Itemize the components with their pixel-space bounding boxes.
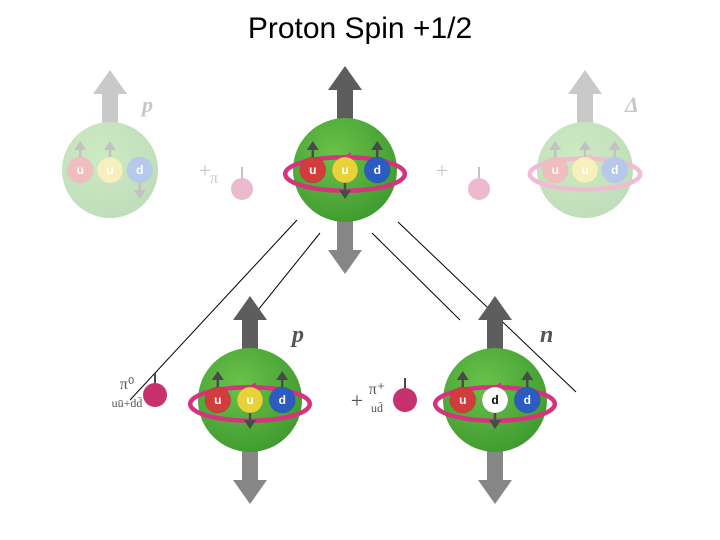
particle-label: Δ (624, 92, 639, 117)
particle-label: n (540, 322, 553, 348)
meson-bottom_pi0: π⁰ uū+dd̄ (112, 373, 167, 410)
particle-label: p (140, 92, 153, 117)
svg-text:d: d (491, 393, 498, 407)
connector-line (250, 233, 320, 320)
meson-sublabel: ud̄ (371, 401, 383, 415)
svg-text:u: u (309, 163, 316, 177)
svg-text:d: d (374, 163, 381, 177)
plus-sign: + (199, 158, 211, 183)
particle-top_right: u u d Δ (530, 70, 640, 218)
particle-bottom_right: u d d n (435, 296, 555, 504)
meson-label: π⁺ (369, 381, 386, 398)
svg-text:u: u (341, 163, 348, 177)
particle-bottom_left: u u d p (190, 296, 310, 504)
meson-bottom_piplus: π⁺ ud̄ (369, 378, 417, 415)
meson-top_pi: π (210, 167, 253, 200)
svg-text:u: u (246, 393, 253, 407)
particle-label: p (290, 322, 304, 348)
svg-text:u: u (581, 163, 588, 177)
svg-text:u: u (214, 393, 221, 407)
svg-text:u: u (552, 163, 559, 177)
svg-text:d: d (611, 163, 618, 177)
svg-text:u: u (106, 163, 113, 177)
meson-sublabel: uū+dd̄ (112, 396, 143, 410)
svg-text:u: u (77, 163, 84, 177)
particle-top_left: u u d p (62, 70, 158, 218)
svg-text:d: d (524, 393, 531, 407)
meson-label: π⁰ (120, 376, 135, 393)
svg-text:d: d (136, 163, 143, 177)
particle-top_center: uud (285, 66, 405, 274)
plus-sign: + (351, 388, 363, 413)
meson-top_right_meson (468, 167, 490, 200)
connector-line (372, 233, 460, 320)
diagram-canvas: u u d p u u d u u d Δu u d p u d d n π π⁰ uū+dd̄ π⁺ ud̄ + + + (0, 0, 720, 540)
svg-text:u: u (459, 393, 466, 407)
svg-text:d: d (279, 393, 286, 407)
plus-sign: + (436, 158, 448, 183)
